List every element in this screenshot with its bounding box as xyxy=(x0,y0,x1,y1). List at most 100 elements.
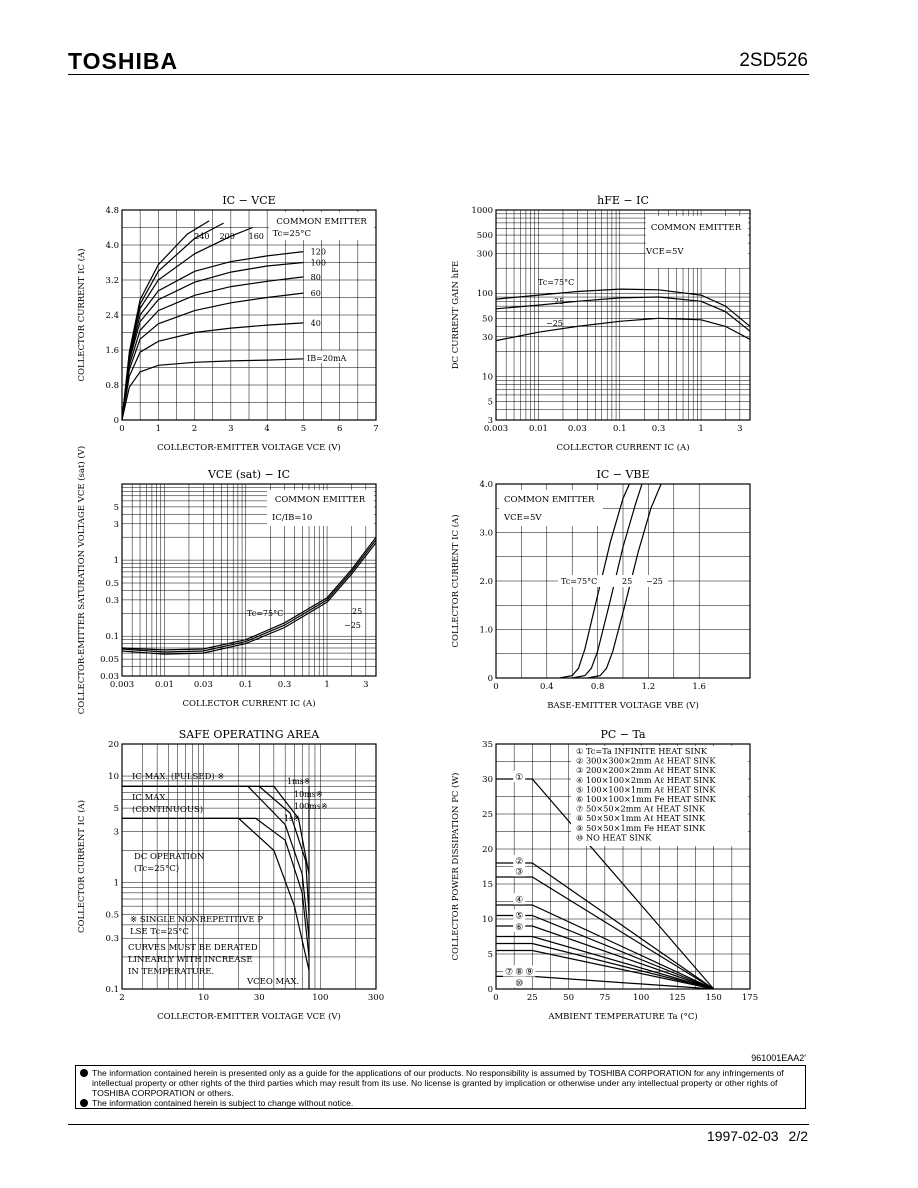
series-label: ④ xyxy=(515,896,523,906)
label-bg xyxy=(503,965,516,977)
legend-text: VCE=5V xyxy=(503,513,542,523)
annotation-text: DC OPERATION xyxy=(134,852,205,862)
x-tick-label: 0.3 xyxy=(278,680,292,690)
series-line xyxy=(496,876,715,990)
chart-title: PC − Ta xyxy=(600,728,646,741)
legend-text: Tc=25°C xyxy=(273,229,311,239)
annotation-text: (CONTINUOUS) xyxy=(132,804,203,815)
legend-entry: ⑦ 50×50×2mm Aℓ HEAT SINK xyxy=(576,804,706,814)
y-axis-label: COLLECTOR CURRENT IC (A) xyxy=(450,514,461,647)
plot-frame xyxy=(121,743,377,990)
series-line xyxy=(559,483,630,679)
x-tick-label: 3 xyxy=(363,680,368,690)
y-tick-label: 1 xyxy=(114,556,119,566)
x-tick-label: 25 xyxy=(527,993,538,1003)
legend-entry: ① Tc=Ta INFINITE HEAT SINK xyxy=(576,746,708,756)
part-number: 2SD526 xyxy=(739,50,808,71)
y-tick-label: 4.8 xyxy=(105,206,119,216)
series-label: ② xyxy=(515,857,523,867)
footer: 1997-02-03 2/2 xyxy=(697,1128,808,1144)
chart-title: VCE (sat) − IC xyxy=(207,468,290,481)
legend-bg xyxy=(499,490,603,526)
y-tick-label: 0.05 xyxy=(100,655,119,665)
annotation-text: LINEARLY WITH INCREASE xyxy=(128,955,253,965)
y-tick-label: 1000 xyxy=(471,206,493,216)
y-tick-label: 0.5 xyxy=(105,911,119,921)
x-tick-label: 1 xyxy=(324,680,329,690)
x-tick-label: 0.3 xyxy=(652,424,666,434)
legend-text: COMMON EMITTER xyxy=(651,223,742,233)
footer-rule xyxy=(68,1124,809,1125)
x-axis-label: COLLECTOR CURRENT IC (A) xyxy=(556,442,689,453)
x-axis-label: COLLECTOR-EMITTER VOLTAGE VCE (V) xyxy=(157,1011,341,1022)
legend-entry: ⑥ 100×100×1mm Fe HEAT SINK xyxy=(576,794,717,804)
series-line xyxy=(496,778,715,990)
series-line xyxy=(572,483,643,679)
y-axis-label: COLLECTOR CURRENT IC (A) xyxy=(76,248,87,381)
y-axis-label: COLLECTOR CURRENT IC (A) xyxy=(76,800,87,933)
series-line xyxy=(496,904,714,990)
series-label: IB=20mA xyxy=(307,354,347,363)
legend-text: VCE=5V xyxy=(645,247,684,257)
x-tick-label: 1.2 xyxy=(642,682,656,692)
x-tick-label: 0 xyxy=(493,682,498,692)
x-tick-label: 30 xyxy=(254,993,265,1003)
y-tick-label: 0 xyxy=(488,985,493,995)
x-tick-label: 1.6 xyxy=(692,682,706,692)
label-bg xyxy=(523,965,536,977)
legend-bg xyxy=(646,216,748,268)
chart-grid xyxy=(122,210,376,420)
y-tick-label: 0.5 xyxy=(105,579,119,589)
series-label: ⑥ xyxy=(515,923,523,933)
y-tick-label: 20 xyxy=(482,845,493,855)
series-line xyxy=(122,817,310,957)
x-axis-label: COLLECTOR CURRENT IC (A) xyxy=(182,698,315,709)
x-tick-label: 100 xyxy=(633,993,649,1003)
legend-bg xyxy=(267,490,374,526)
legend-entry: ⑧ 50×50×1mm Aℓ HEAT SINK xyxy=(576,813,706,823)
footer-page: 2/2 xyxy=(788,1128,808,1144)
annotation-text: (Tc=25°C) xyxy=(134,863,179,874)
y-tick-label: 30 xyxy=(482,775,493,785)
series-label: 25 xyxy=(622,577,632,586)
y-tick-label: 3 xyxy=(488,416,493,426)
plot-frame xyxy=(121,209,377,421)
notice-box: The information contained herein is pres… xyxy=(75,1065,806,1109)
y-tick-label: 50 xyxy=(482,314,493,324)
y-tick-label: 10 xyxy=(482,915,493,925)
x-tick-label: 1 xyxy=(698,424,703,434)
label-bg xyxy=(513,855,526,866)
y-tick-label: 20 xyxy=(108,740,119,750)
y-tick-label: 0.3 xyxy=(105,934,119,944)
series-label: 200 xyxy=(220,232,235,241)
y-tick-label: 30 xyxy=(482,333,493,343)
x-tick-label: 75 xyxy=(599,993,610,1003)
legend-bg xyxy=(268,212,374,240)
series-line xyxy=(121,220,210,421)
series-line xyxy=(496,914,714,990)
y-tick-label: 0.03 xyxy=(100,672,119,682)
legend-entry: ② 300×300×2mm Aℓ HEAT SINK xyxy=(576,756,716,766)
series-line xyxy=(496,935,714,990)
annotation-text: CURVES MUST BE DERATED xyxy=(128,943,258,953)
y-tick-label: 5 xyxy=(488,950,493,960)
y-tick-label: 4.0 xyxy=(105,241,119,251)
label-bg xyxy=(513,965,526,977)
legend-text: IC/IB=10 xyxy=(272,513,312,523)
x-tick-label: 0.03 xyxy=(194,680,213,690)
y-axis-label: COLLECTOR POWER DISSIPATION PC (W) xyxy=(450,772,461,960)
series-line xyxy=(122,785,310,875)
x-tick-label: 150 xyxy=(706,993,722,1003)
series-label: ⑤ xyxy=(515,912,523,922)
label-bg xyxy=(513,920,526,932)
annotation-text: ※ SINGLE NONREPETITIVE P xyxy=(130,915,263,925)
y-tick-label: 5 xyxy=(488,398,493,408)
series-line xyxy=(121,261,304,421)
y-tick-label: 25 xyxy=(482,810,493,820)
plot-frame xyxy=(495,743,751,990)
x-tick-label: 0.1 xyxy=(239,680,253,690)
annotation-text: VCEO MAX. xyxy=(246,977,299,987)
notice-item: The information contained herein is subj… xyxy=(80,1098,801,1108)
x-tick-label: 300 xyxy=(368,993,384,1003)
y-tick-label: 3.0 xyxy=(479,529,493,539)
